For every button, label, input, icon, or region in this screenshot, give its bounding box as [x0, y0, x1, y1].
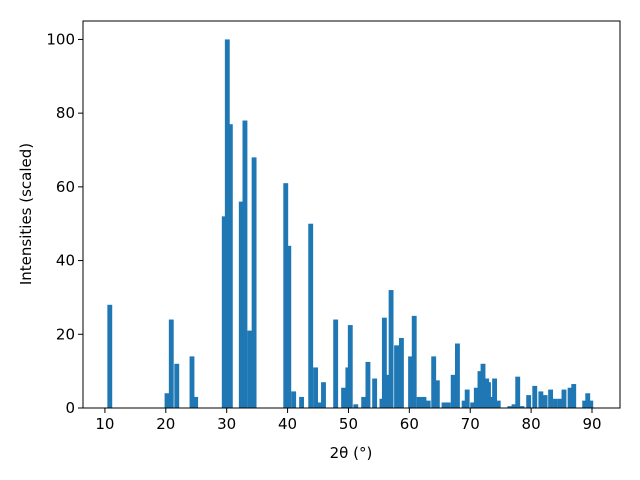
- x-tick-label: 50: [339, 415, 358, 433]
- bar: [164, 393, 170, 408]
- y-tick-label: 100: [46, 30, 75, 48]
- bar: [473, 387, 479, 408]
- bar: [394, 345, 399, 408]
- bar: [588, 400, 594, 408]
- bar: [582, 400, 588, 408]
- bar: [511, 404, 517, 408]
- bar: [434, 380, 440, 408]
- bar: [361, 396, 367, 408]
- bar: [333, 319, 339, 408]
- bar: [538, 391, 544, 408]
- bar: [247, 330, 253, 408]
- bar: [425, 400, 431, 408]
- bar: [227, 124, 233, 408]
- bar: [193, 396, 199, 408]
- bar: [561, 389, 567, 408]
- bar: [168, 319, 174, 408]
- bar: [495, 400, 501, 408]
- bar: [398, 337, 404, 408]
- bar: [251, 157, 257, 408]
- bar: [416, 396, 422, 408]
- bar: [571, 384, 577, 408]
- bar: [347, 325, 353, 408]
- bar: [341, 387, 347, 408]
- bar: [107, 304, 113, 408]
- bar: [238, 201, 244, 408]
- bar: [291, 391, 297, 408]
- bar: [450, 374, 456, 408]
- x-tick-label: 20: [156, 415, 175, 433]
- y-tick-label: 20: [56, 325, 75, 343]
- bar: [519, 406, 525, 408]
- bar: [308, 223, 314, 408]
- bar: [548, 389, 554, 408]
- bar: [313, 367, 319, 408]
- bar: [283, 183, 289, 408]
- bar: [385, 374, 391, 408]
- plot-frame: [82, 20, 621, 409]
- x-tick-label: 30: [217, 415, 236, 433]
- x-tick-label: 80: [522, 415, 541, 433]
- bar: [480, 363, 486, 408]
- bar: [174, 363, 180, 408]
- bar: [431, 356, 437, 408]
- x-tick-label: 70: [461, 415, 480, 433]
- bar: [477, 371, 483, 408]
- bar: [321, 382, 326, 408]
- bar: [557, 398, 563, 408]
- x-tick-label: 40: [278, 415, 297, 433]
- bar: [242, 120, 248, 408]
- bar: [486, 382, 491, 408]
- y-tick-label: 60: [56, 178, 75, 196]
- y-tick-label: 40: [56, 252, 75, 270]
- y-axis-label: Intensities (scaled): [17, 143, 35, 285]
- bar: [317, 402, 323, 408]
- bar: [299, 396, 305, 408]
- bar: [542, 395, 548, 408]
- bar: [455, 343, 460, 408]
- bar: [365, 361, 371, 408]
- bar: [492, 378, 498, 408]
- bar: [189, 356, 195, 408]
- bar: [411, 315, 417, 408]
- bar: [445, 402, 451, 408]
- bar: [441, 402, 447, 408]
- bar: [421, 396, 427, 408]
- y-tick-label: 80: [56, 104, 75, 122]
- bar: [461, 400, 467, 408]
- bar: [381, 317, 387, 408]
- bar: [532, 385, 538, 408]
- x-tick-label: 10: [95, 415, 114, 433]
- bar: [526, 395, 532, 408]
- x-tick-label: 60: [400, 415, 419, 433]
- bar: [567, 387, 573, 408]
- bar: [489, 396, 494, 408]
- bar: [353, 404, 359, 408]
- x-tick-label: 90: [582, 415, 601, 433]
- bar: [286, 245, 292, 408]
- x-axis-label: 2θ (°): [330, 444, 373, 462]
- bar: [507, 406, 513, 408]
- bar: [464, 389, 470, 408]
- bar: [372, 378, 378, 408]
- bar: [470, 402, 476, 408]
- bar: [388, 290, 394, 408]
- bar: [408, 356, 413, 408]
- bar: [224, 39, 230, 409]
- bar: [585, 393, 591, 408]
- y-tick-label: 0: [65, 399, 75, 417]
- bar: [553, 398, 558, 408]
- bar: [221, 216, 227, 408]
- bar: [515, 376, 521, 408]
